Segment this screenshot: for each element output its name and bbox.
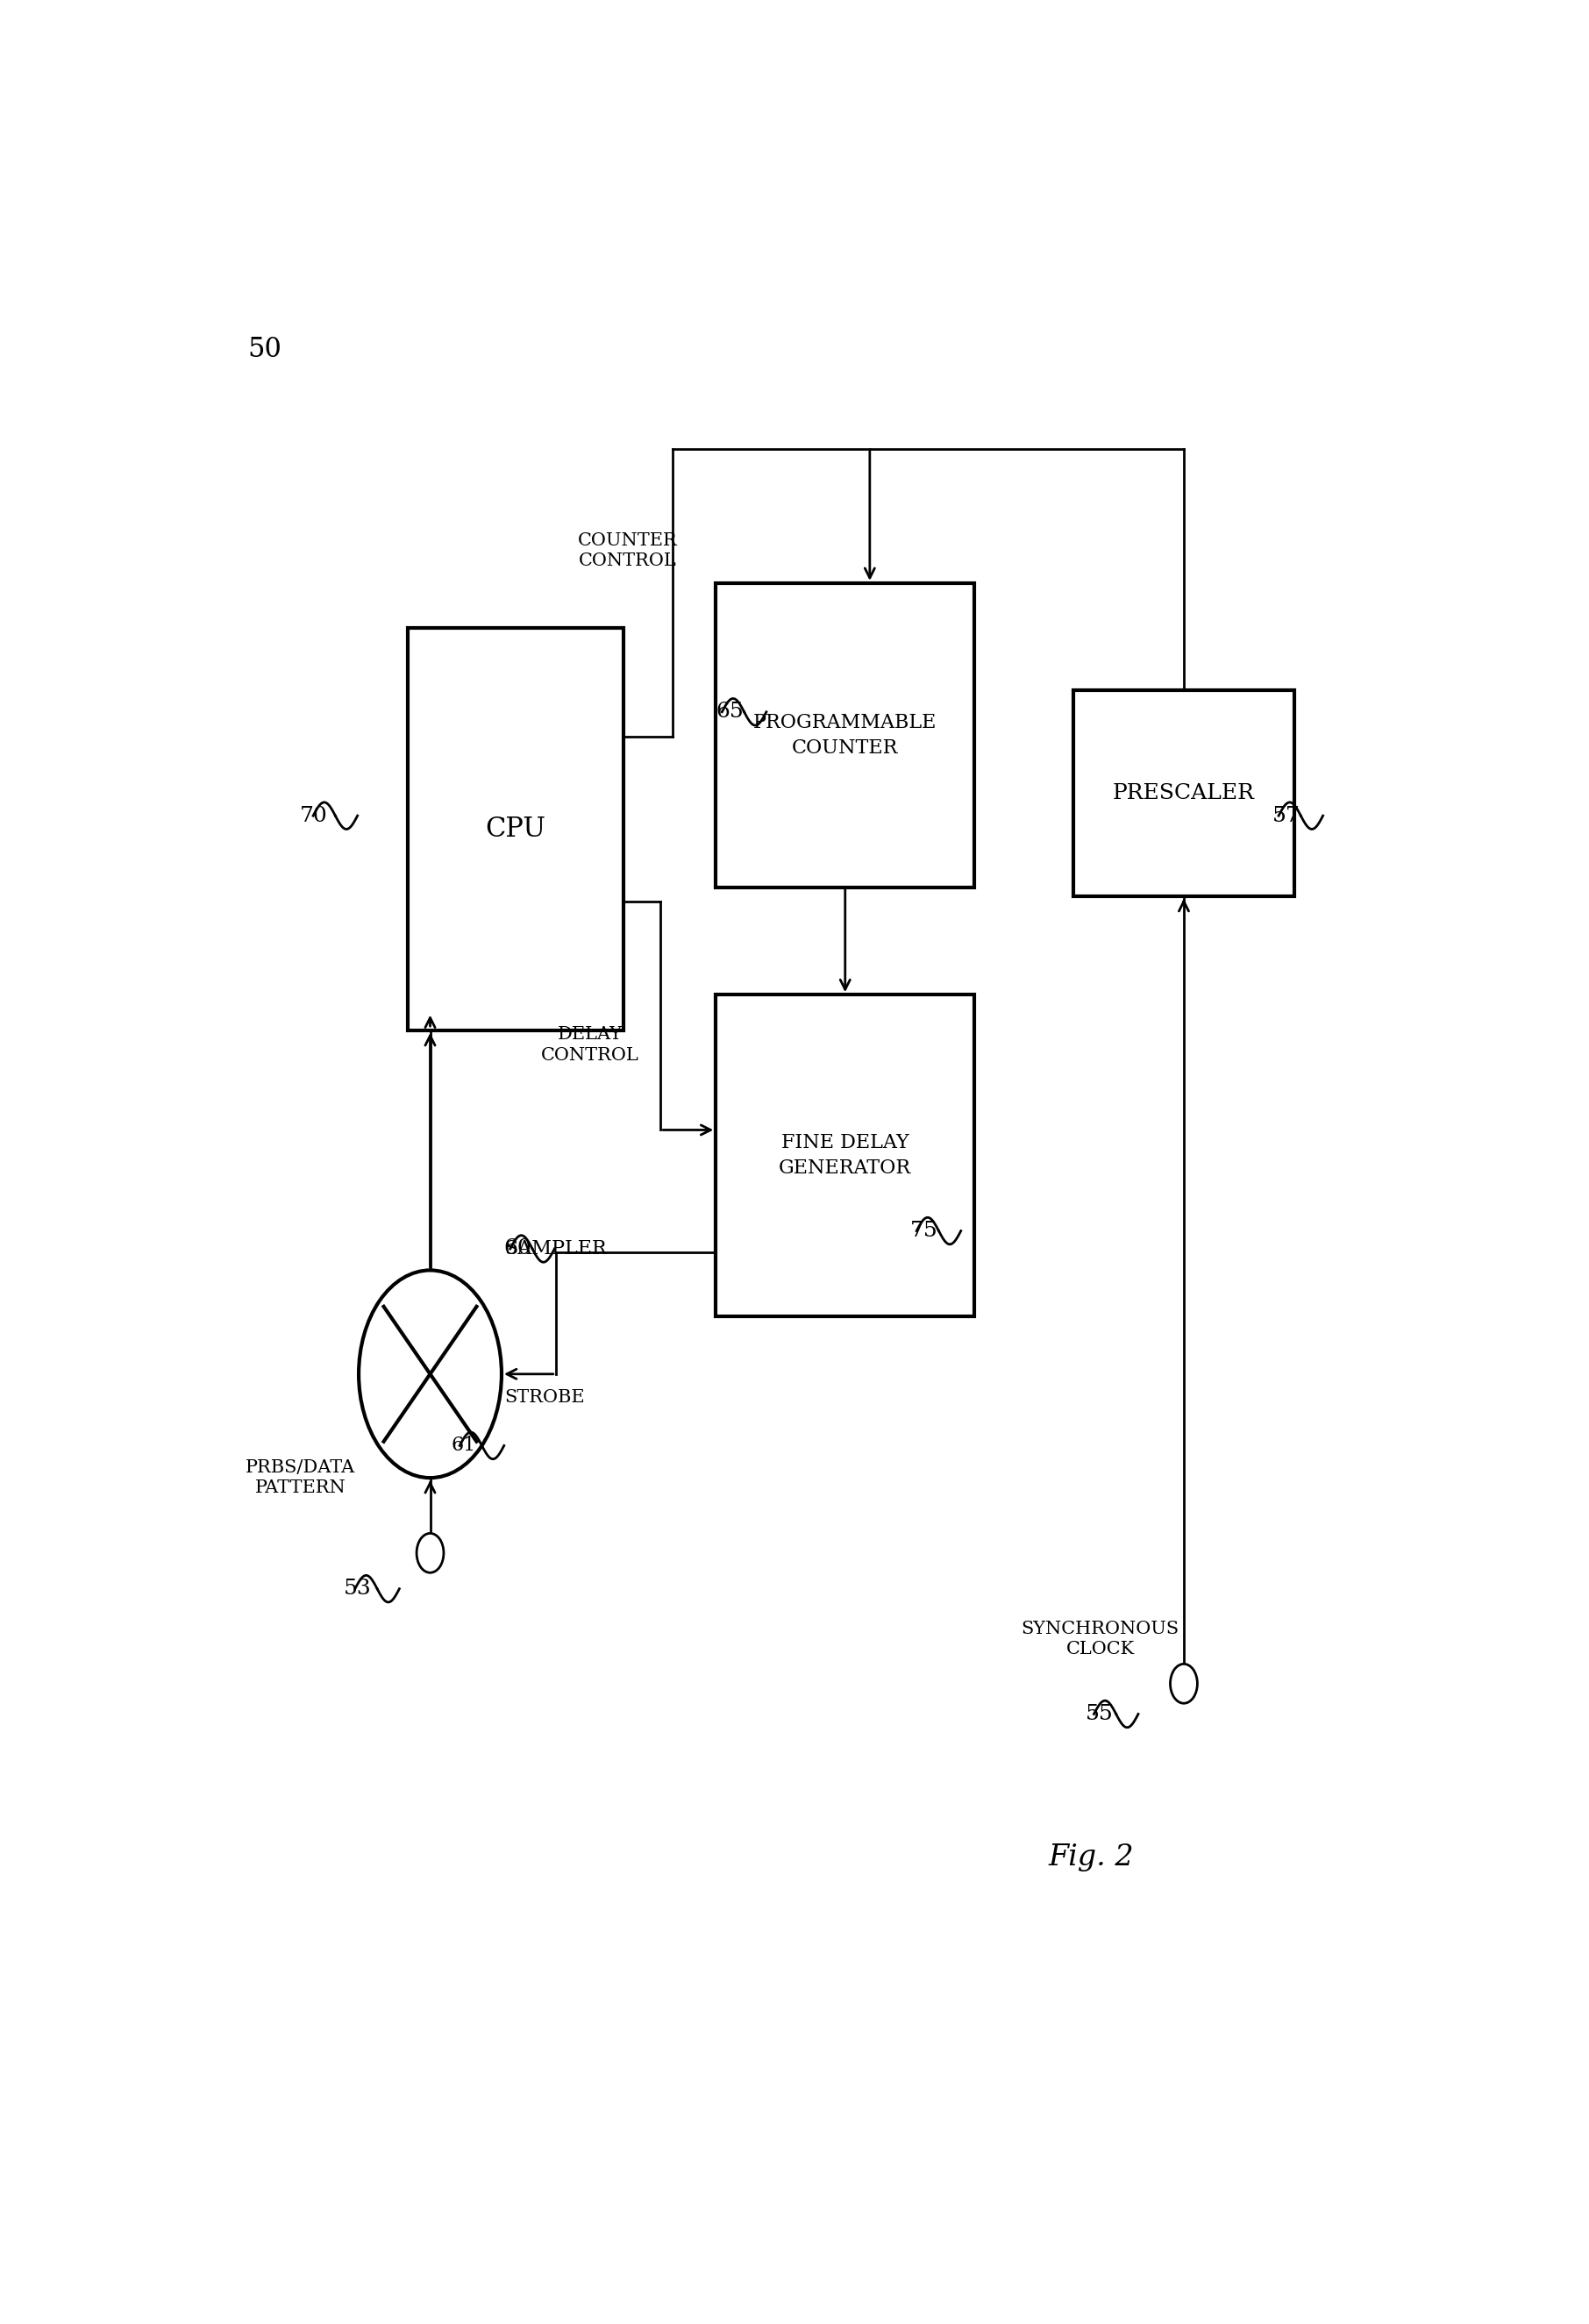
Text: 55: 55 — [1085, 1703, 1114, 1724]
Text: 70: 70 — [300, 806, 327, 825]
Text: 57: 57 — [1273, 806, 1300, 825]
Text: PRESCALER: PRESCALER — [1112, 783, 1255, 804]
Text: FINE DELAY
GENERATOR: FINE DELAY GENERATOR — [779, 1134, 912, 1178]
Text: COUNTER
CONTROL: COUNTER CONTROL — [578, 532, 677, 569]
Text: SYNCHRONOUS
CLOCK: SYNCHRONOUS CLOCK — [1022, 1620, 1179, 1657]
Text: 60: 60 — [504, 1239, 532, 1260]
Bar — [715, 995, 974, 1318]
Text: CPU: CPU — [486, 816, 547, 844]
Text: 65: 65 — [715, 702, 744, 723]
Bar — [715, 583, 974, 888]
Text: 61: 61 — [451, 1436, 475, 1455]
Bar — [1073, 690, 1295, 897]
Text: PRBS/DATA
PATTERN: PRBS/DATA PATTERN — [245, 1459, 356, 1497]
Bar — [408, 627, 623, 1030]
Text: PROGRAMMABLE
COUNTER: PROGRAMMABLE COUNTER — [753, 713, 938, 758]
Text: DELAY
CONTROL: DELAY CONTROL — [540, 1027, 639, 1064]
Text: STROBE: STROBE — [504, 1390, 585, 1406]
Text: Fig. 2: Fig. 2 — [1049, 1843, 1135, 1871]
Text: 75: 75 — [910, 1220, 938, 1241]
Text: SAMPLER: SAMPLER — [504, 1239, 607, 1257]
Text: 50: 50 — [248, 337, 281, 363]
Text: 53: 53 — [343, 1578, 372, 1599]
